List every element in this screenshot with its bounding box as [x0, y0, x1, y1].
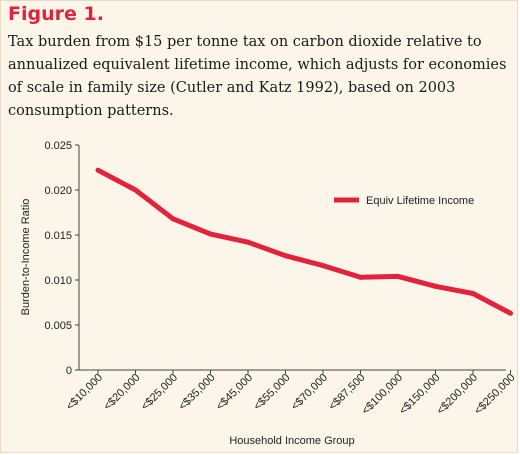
data-point: [283, 253, 288, 259]
y-axis-title: Burden-to-Income Ratio: [20, 199, 32, 316]
series-line-equiv-lifetime-income: [96, 167, 512, 316]
data-point: [95, 167, 101, 173]
data-point: [395, 273, 401, 279]
y-axis-ticks: 0 0.005 0.010 0.015 0.020 0.025: [44, 140, 79, 377]
data-point: [508, 310, 513, 316]
x-tick-label: <$70,000: [289, 372, 330, 413]
y-tick-label: 0.025: [44, 140, 72, 152]
data-point: [133, 187, 138, 193]
y-tick-label: 0.015: [44, 230, 72, 242]
data-point: [320, 263, 326, 269]
legend: Equiv Lifetime Income: [334, 195, 474, 207]
x-tick-label: <$35,000: [176, 372, 217, 413]
data-point: [170, 216, 176, 222]
data-point: [208, 231, 213, 237]
y-tick-label: 0.005: [44, 320, 72, 332]
x-axis-title: Household Income Group: [229, 435, 354, 447]
data-point: [358, 274, 363, 280]
x-tick-label: <$55,000: [251, 372, 292, 413]
data-point: [433, 283, 438, 289]
x-tick-label: <$250,000: [472, 372, 517, 417]
y-tick-label: 0.010: [44, 275, 72, 287]
data-point: [245, 239, 251, 245]
x-tick-label: <$25,000: [139, 372, 180, 413]
figure-caption: Tax burden from $15 per tonne tax on car…: [8, 34, 507, 119]
x-tick-label: <$20,000: [101, 372, 142, 413]
x-tick-label: <$10,000: [64, 372, 105, 413]
x-axis-ticks: <$10,000<$20,000<$25,000<$35,000<$45,000…: [64, 370, 518, 417]
series-group: [95, 167, 513, 316]
x-tick-label: <$45,000: [214, 372, 255, 413]
y-tick-label: 0.020: [44, 185, 72, 197]
data-point: [470, 291, 476, 296]
y-tick-label: 0: [66, 365, 72, 377]
figure-label: Figure 1.: [8, 3, 104, 25]
legend-label-equiv-lifetime-income: Equiv Lifetime Income: [366, 195, 474, 207]
